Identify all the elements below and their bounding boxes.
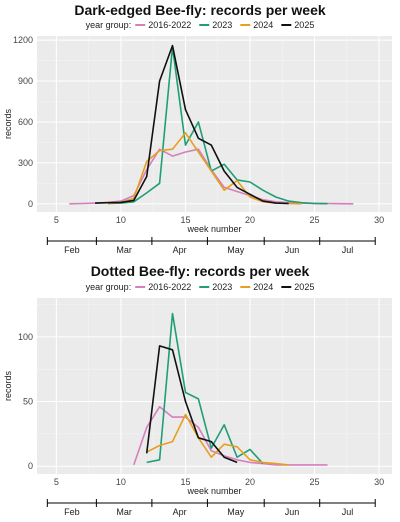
x-tick-label: 30	[374, 215, 384, 225]
legend-label: 2016-2022	[148, 282, 191, 292]
y-tick-label: 900	[18, 76, 33, 86]
x-tick-label: 10	[116, 215, 126, 225]
x-tick-label: 10	[116, 477, 126, 487]
series-line-2025	[145, 345, 238, 464]
series-line-2025	[95, 44, 289, 205]
month-label: Jun	[285, 507, 300, 517]
legend: year group: 2016-2022 2023 2024 2025	[86, 282, 315, 292]
month-label: Jul	[342, 245, 354, 255]
x-tick-label: 20	[245, 215, 255, 225]
y-tick-label: 600	[18, 117, 33, 127]
y-tick-label: 1200	[13, 35, 33, 45]
x-tick-label: 5	[54, 477, 59, 487]
plot-panel	[37, 36, 392, 212]
chart-1: Dark-edged Bee-fly: records per week year…	[3, 2, 392, 255]
legend-label: 2025	[294, 20, 314, 30]
legend-label: 2025	[294, 282, 314, 292]
x-tick-label: 15	[180, 215, 190, 225]
month-label: Apr	[173, 507, 187, 517]
legend-label: 2023	[212, 20, 232, 30]
legend-item: 2016-2022	[135, 20, 191, 30]
legend: year group: 2016-2022 2023 2024 2025	[86, 20, 315, 30]
legend-item: 2024	[240, 20, 273, 30]
month-label: May	[227, 507, 245, 517]
legend-item: 2025	[281, 282, 314, 292]
month-label: Jun	[285, 245, 300, 255]
y-tick-label: 0	[28, 199, 33, 209]
legend-label: 2024	[253, 282, 273, 292]
month-axis: Feb Mar Apr May Jun Jul	[46, 499, 376, 517]
y-tick-label: 50	[23, 397, 33, 407]
plot-panel	[37, 298, 392, 474]
legend-item: 2025	[281, 20, 314, 30]
legend-label: 2024	[253, 20, 273, 30]
month-label: Feb	[64, 245, 80, 255]
x-axis-label: week number	[186, 486, 241, 496]
legend-item: 2024	[240, 282, 273, 292]
legend-item: 2016-2022	[135, 282, 191, 292]
x-axis-label: week number	[186, 224, 241, 234]
x-tick-label: 25	[310, 215, 320, 225]
chart-title: Dotted Bee-fly: records per week	[91, 263, 310, 279]
legend-item: 2023	[199, 282, 232, 292]
month-axis: Feb Mar Apr May Jun Jul	[46, 237, 376, 255]
y-tick-label: 300	[18, 158, 33, 168]
y-tick-label: 100	[18, 332, 33, 342]
month-label: May	[227, 245, 245, 255]
month-label: Jul	[342, 507, 354, 517]
month-label: Mar	[116, 245, 132, 255]
month-label: Feb	[64, 507, 80, 517]
legend-title: year group:	[86, 20, 132, 30]
chart-2: Dotted Bee-fly: records per week year gro…	[3, 263, 392, 517]
legend-label: 2023	[212, 282, 232, 292]
x-tick-label: 15	[180, 477, 190, 487]
y-axis-label: records	[3, 108, 13, 139]
x-tick-label: 20	[245, 477, 255, 487]
x-tick-label: 5	[54, 215, 59, 225]
y-axis-label: records	[3, 370, 13, 401]
legend-label: 2016-2022	[148, 20, 191, 30]
series-line-2016-2022	[133, 405, 328, 466]
x-tick-label: 30	[374, 477, 384, 487]
series-line-2023	[107, 46, 328, 205]
month-label: Mar	[116, 507, 132, 517]
x-tick-label: 25	[310, 477, 320, 487]
chart-title: Dark-edged Bee-fly: records per week	[74, 2, 326, 18]
legend-item: 2023	[199, 20, 232, 30]
y-tick-label: 0	[28, 461, 33, 471]
legend-title: year group:	[86, 282, 132, 292]
series-line-2024	[146, 413, 289, 466]
month-label: Apr	[173, 245, 187, 255]
